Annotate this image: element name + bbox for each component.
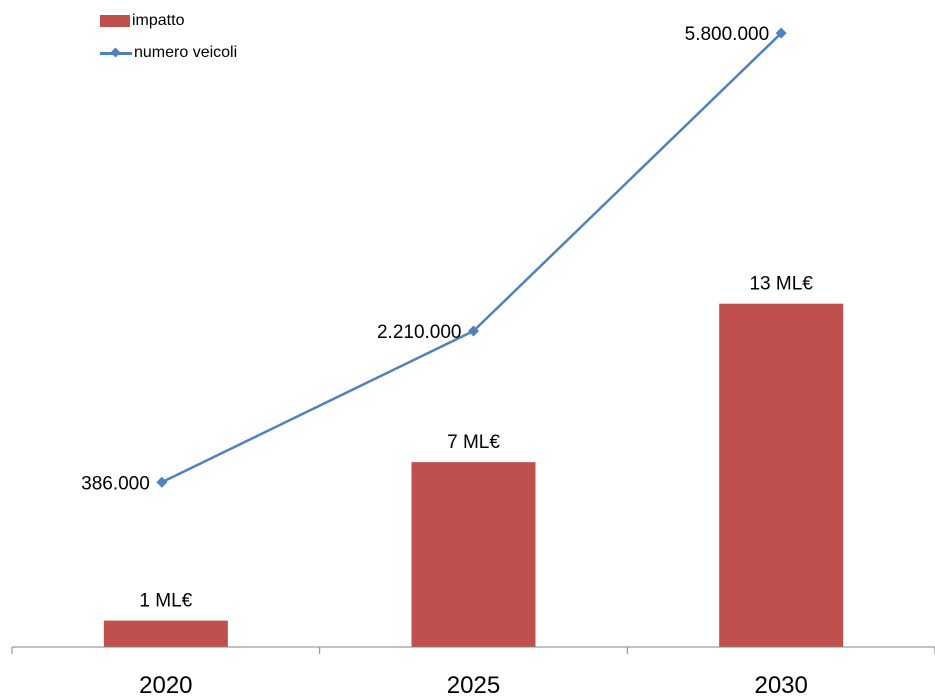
line-series-numero-veicoli: 386.000 2.210.000 5.800.000 <box>81 24 787 494</box>
bar-2020 <box>103 620 228 647</box>
line-label-2030: 5.800.000 <box>685 24 770 45</box>
bar-label-2030: 13 ML€ <box>749 274 813 295</box>
legend-item-numero-veicoli: numero veicoli <box>100 42 237 64</box>
bar-2025 <box>411 462 536 647</box>
x-tick-label-2030: 2030 <box>754 672 807 696</box>
bar-2030 <box>719 303 844 647</box>
legend-label-numero-veicoli: numero veicoli <box>134 44 238 61</box>
legend-item-impatto: impatto <box>100 10 237 32</box>
bar-label-2025: 7 ML€ <box>447 432 500 453</box>
line-point-2030 <box>775 27 787 39</box>
line-point-2020 <box>156 476 168 488</box>
legend-swatch-numero-veicoli <box>100 47 132 59</box>
line-point-2025 <box>468 325 479 337</box>
x-axis: 2020 2025 2030 <box>11 646 935 696</box>
x-tick-label-2025: 2025 <box>447 672 500 696</box>
legend-swatch-impatto <box>100 15 130 27</box>
line-path <box>161 32 783 484</box>
x-tick-label-2020: 2020 <box>139 672 192 696</box>
bar-label-2020: 1 ML€ <box>139 591 192 612</box>
chart-legend: impatto numero veicoli <box>100 10 237 74</box>
legend-label-impatto: impatto <box>132 12 185 29</box>
line-label-2025: 2.210.000 <box>377 322 462 343</box>
line-label-2020: 386.000 <box>81 473 150 494</box>
bar-series-impatto: 1 ML€ 7 ML€ 13 ML€ <box>103 274 844 647</box>
